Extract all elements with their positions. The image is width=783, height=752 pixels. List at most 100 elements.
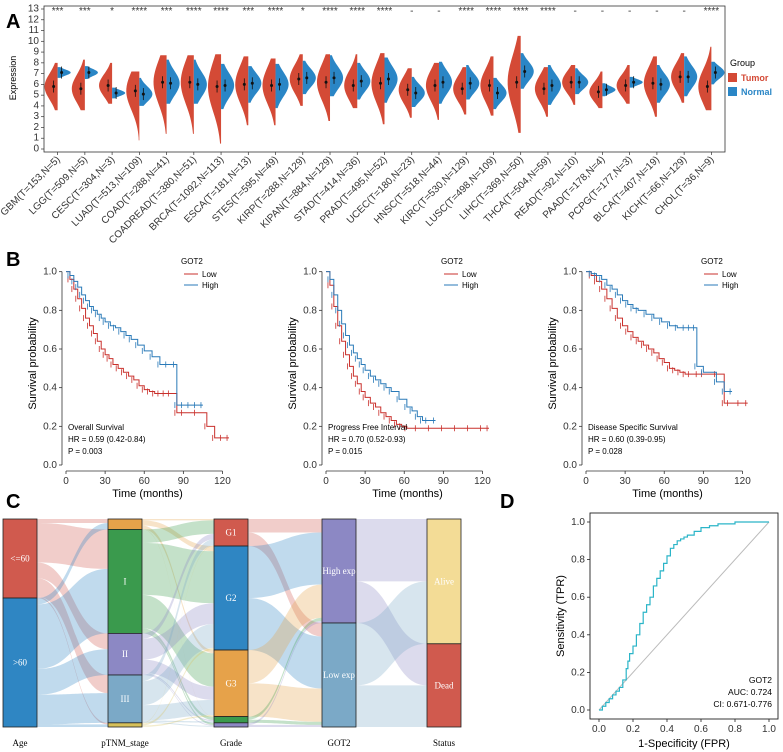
significance-label: **** <box>268 6 284 17</box>
significance-label: - <box>655 6 658 17</box>
sankey-node <box>426 518 462 645</box>
km-ytick-label: 0.0 <box>43 460 57 471</box>
significance-label: * <box>301 6 305 17</box>
sankey-flow <box>142 721 214 727</box>
sankey-flow <box>142 603 214 660</box>
violin-normal <box>547 65 561 105</box>
sankey-node <box>107 518 143 530</box>
km-ytick-label: 0.4 <box>303 383 317 394</box>
violin-tumor <box>671 53 685 103</box>
tumor-median-point <box>188 80 192 84</box>
sankey-node <box>213 545 249 651</box>
km-legend-label-high: High <box>202 281 218 290</box>
legend-label-normal: Normal <box>741 87 772 97</box>
sankey-flow <box>142 628 214 721</box>
violin-normal <box>57 67 71 78</box>
tumor-median-point <box>270 83 274 87</box>
sankey-flow <box>142 659 214 700</box>
panel-a-ytick-label: 5 <box>33 90 39 101</box>
violin-normal <box>711 61 725 85</box>
sankey-flow <box>142 520 214 552</box>
significance-label: **** <box>213 6 229 17</box>
normal-median-point <box>550 83 554 87</box>
km-xlabel: Time (months) <box>632 488 703 500</box>
sankey-flow <box>37 724 108 727</box>
tumor-median-point <box>596 90 600 94</box>
sankey-flow <box>142 672 214 722</box>
sankey-flow <box>248 719 322 725</box>
sankey-flow <box>248 620 322 725</box>
normal-median-point <box>196 82 200 86</box>
roc-xtick-label: 0.4 <box>660 724 674 735</box>
violin-tumor <box>262 58 276 126</box>
sankey-node <box>2 597 38 728</box>
tumor-median-point <box>161 80 165 84</box>
km-xtick-label: 120 <box>214 476 231 487</box>
sankey-node <box>107 633 143 676</box>
km-legend-label-low: Low <box>722 270 737 279</box>
panel-a-ytick-label: 10 <box>28 36 40 47</box>
sankey-flow <box>142 674 214 726</box>
km-plot-2: 0.0 0.2 0.4 0.6 0.8 1.0 0 30 60 90 120 Time (months… <box>287 257 491 500</box>
sankey-flow <box>142 594 214 687</box>
sankey-node <box>107 674 143 724</box>
tumor-median-point <box>106 83 110 87</box>
violin-normal <box>84 66 98 79</box>
km-ylabel: Survival probability <box>287 317 299 410</box>
tumor-median-point <box>52 85 56 89</box>
tumor-median-point <box>297 77 301 81</box>
sankey-flow <box>356 581 427 686</box>
violin-normal <box>684 56 698 97</box>
km-ytick-label: 1.0 <box>563 267 577 278</box>
km-curve-low <box>326 271 489 429</box>
violin-tumor <box>99 62 113 104</box>
significance-label: - <box>574 6 577 17</box>
km-legend-label-low: Low <box>462 270 477 279</box>
tumor-median-point <box>406 88 410 92</box>
significance-label: **** <box>458 6 474 17</box>
km-plot-3: 0.0 0.2 0.4 0.6 0.8 1.0 0 30 60 90 120 Time (months… <box>547 257 751 500</box>
normal-median-point <box>87 71 91 75</box>
sankey-flow <box>356 685 427 727</box>
km-ytick-label: 0.2 <box>303 421 317 432</box>
sankey-flow <box>142 720 214 723</box>
violin-tumor <box>507 35 521 133</box>
sankey-flow <box>248 532 322 637</box>
km-xtick-label: 30 <box>620 476 632 487</box>
km-pvalue: P = 0.003 <box>68 447 103 456</box>
sankey-flow <box>142 520 214 543</box>
violin-normal <box>384 57 398 103</box>
violin-tumor <box>616 65 630 104</box>
km-curve-high <box>586 271 733 393</box>
roc-xtick-label: 1.0 <box>762 724 776 735</box>
sankey-flow <box>142 542 214 604</box>
km-xlabel: Time (months) <box>112 488 183 500</box>
sankey-node <box>213 518 249 547</box>
km-legend-title: GOT2 <box>181 257 203 266</box>
violin-normal <box>330 55 344 97</box>
normal-median-point <box>359 79 363 83</box>
km-ylabel: Survival probability <box>27 317 39 410</box>
sankey-node <box>2 518 38 599</box>
normal-median-point <box>604 88 608 92</box>
sankey-node-label: <=60 <box>10 554 30 564</box>
significance-label: * <box>110 6 114 17</box>
tumor-median-point <box>624 83 628 87</box>
roc-diagonal <box>598 521 770 711</box>
violin-tumor <box>289 54 303 106</box>
km-title: Progress Free Interval <box>328 423 407 432</box>
violin-tumor <box>371 53 385 125</box>
violin-normal <box>629 76 643 88</box>
panel-a-ytick-label: 12 <box>28 14 40 25</box>
panel-a-ytick-label: 13 <box>28 4 40 15</box>
normal-median-point <box>523 69 527 73</box>
violin-normal <box>112 87 126 99</box>
km-ytick-label: 0.8 <box>563 305 577 316</box>
km-ytick-label: 0.6 <box>303 344 317 355</box>
tumor-median-point <box>215 85 219 89</box>
roc-annotation: AUC: 0.724 <box>728 687 772 697</box>
km-ytick-label: 1.0 <box>303 267 317 278</box>
significance-label: - <box>628 6 631 17</box>
km-xtick-label: 120 <box>474 476 491 487</box>
sankey-node <box>213 716 249 724</box>
